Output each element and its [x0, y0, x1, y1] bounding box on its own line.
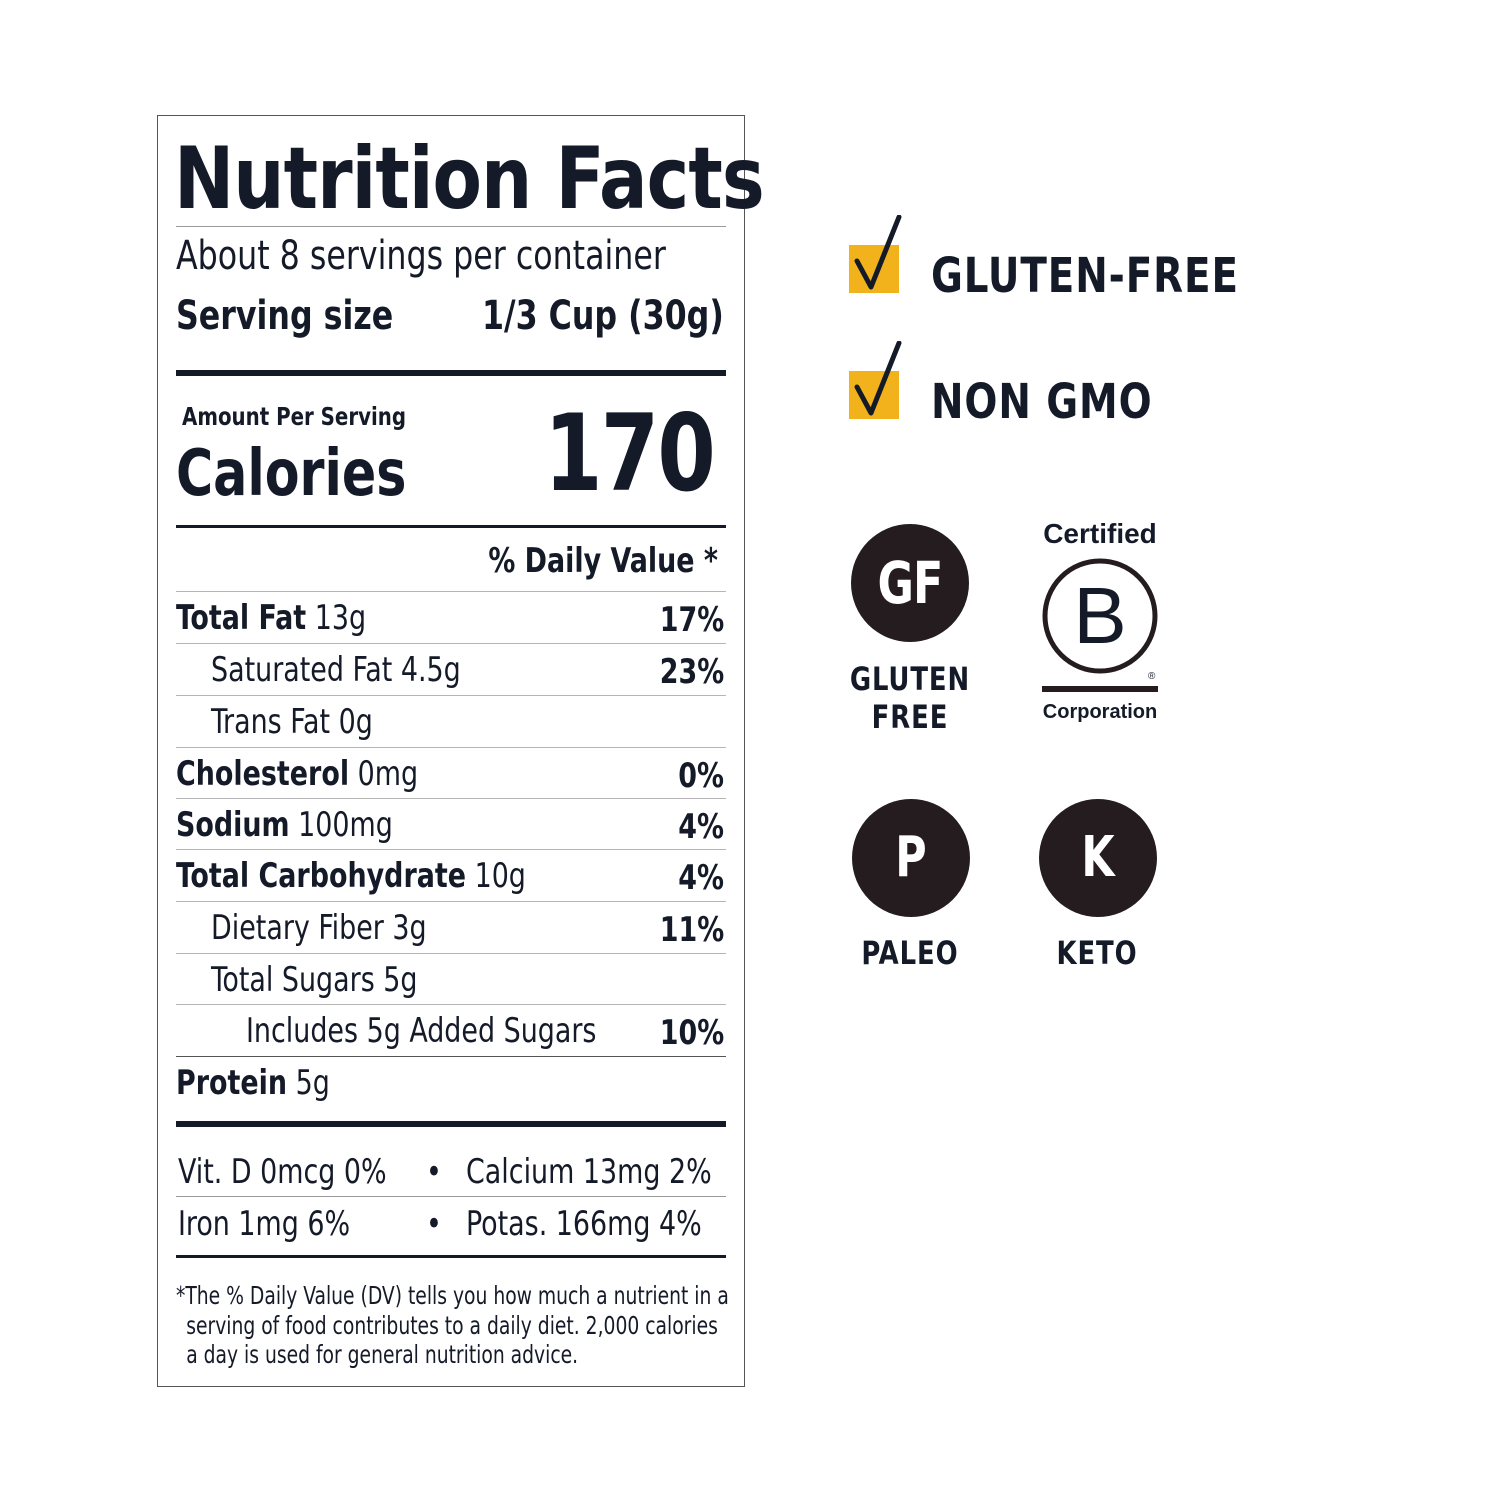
nutrition-title: Nutrition Facts — [174, 129, 765, 229]
iron: Iron 1mg 6% — [178, 1204, 351, 1244]
nutrient-dv: 17% — [659, 600, 724, 640]
serving-size-value: 1/3 Cup (30g) — [482, 293, 724, 339]
nutrient-name: Dietary Fiber 3g — [211, 908, 427, 948]
bullet-separator: • — [426, 1152, 442, 1192]
nutrient-name: Saturated Fat 4.5g — [211, 650, 461, 690]
b-corp-bar — [1042, 686, 1158, 692]
nutrient-dv: 11% — [659, 910, 724, 950]
nutrient-row-saturated-fat: Saturated Fat 4.5g 23% — [176, 643, 726, 695]
nutrition-facts-panel: Nutrition Facts About 8 servings per con… — [157, 115, 765, 1387]
amount-per-serving: Amount Per Serving — [182, 402, 407, 431]
nutrient-dv: 4% — [678, 807, 724, 847]
thick-divider — [176, 1121, 726, 1127]
paleo-badge-icon: P — [852, 799, 970, 917]
nutrient-row-protein: Protein 5g — [176, 1056, 726, 1108]
gluten-free-badge-label: GLUTEN FREE — [849, 660, 971, 736]
gluten-free-badge-icon: GF — [851, 524, 969, 642]
nutrient-name: Protein 5g — [176, 1063, 330, 1103]
checkmark-icon — [854, 341, 902, 416]
claim-label: NON GMO — [931, 374, 1153, 430]
nutrient-dv: 23% — [659, 652, 724, 692]
bullet-separator: • — [426, 1204, 442, 1244]
nutrient-row-added-sugars: Includes 5g Added Sugars 10% — [176, 1004, 726, 1056]
nutrient-row-cholesterol: Cholesterol 0mg 0% — [176, 747, 726, 799]
keto-badge-label: KETO — [1056, 934, 1138, 972]
nutrient-name: Includes 5g Added Sugars — [246, 1011, 597, 1051]
divider — [176, 226, 726, 227]
calories-label: Calories — [176, 437, 407, 511]
nutrient-name: Total Fat 13g — [176, 598, 367, 638]
nutrient-dv: 10% — [659, 1013, 724, 1053]
nutrient-name: Cholesterol 0mg — [176, 754, 419, 794]
medium-divider — [176, 525, 726, 528]
daily-value-header: % Daily Value * — [488, 541, 718, 581]
nutrient-name: Total Sugars 5g — [211, 960, 418, 1000]
b-corp-registered: ® — [1148, 671, 1156, 682]
serving-size-label: Serving size — [176, 293, 394, 339]
claim-label: GLUTEN-FREE — [931, 248, 1239, 304]
nutrient-name: Total Carbohydrate 10g — [176, 856, 526, 896]
keto-badge-icon: K — [1039, 799, 1157, 917]
vitamin-d: Vit. D 0mcg 0% — [178, 1152, 387, 1192]
nutrient-name: Sodium 100mg — [176, 805, 393, 845]
medium-divider — [176, 1255, 726, 1258]
footnote: *The % Daily Value (DV) tells you how mu… — [176, 1281, 729, 1369]
nutrient-row-total-sugars: Total Sugars 5g — [176, 953, 726, 1005]
nutrient-dv: 4% — [678, 858, 724, 898]
nutrient-row-total-fat: Total Fat 13g 17% — [176, 591, 726, 643]
nutrient-row-sodium: Sodium 100mg 4% — [176, 798, 726, 850]
divider — [176, 1196, 726, 1197]
b-corp-circle-icon — [1042, 558, 1158, 674]
nutrient-row-total-carbohydrate: Total Carbohydrate 10g 4% — [176, 849, 726, 901]
claim-gluten-free: GLUTEN-FREE — [849, 215, 1269, 304]
nutrient-row-trans-fat: Trans Fat 0g — [176, 695, 726, 747]
b-corp-corporation: Corporation — [1042, 701, 1158, 723]
b-corp-logo-icon: Certified B ® Corporation — [1030, 518, 1170, 728]
b-corp-letter: B — [1073, 571, 1127, 660]
potassium: Potas. 166mg 4% — [466, 1204, 702, 1244]
checkmark-icon — [854, 215, 902, 290]
b-corp-certified: Certified — [1043, 518, 1157, 549]
calcium: Calcium 13mg 2% — [466, 1152, 712, 1192]
calories-value: 170 — [544, 392, 716, 515]
thick-divider — [176, 370, 726, 376]
paleo-badge-label: PALEO — [861, 934, 959, 972]
claim-non-gmo: NON GMO — [849, 341, 1269, 430]
nutrient-name: Trans Fat 0g — [211, 702, 373, 742]
servings-per-container: About 8 servings per container — [176, 233, 666, 279]
nutrient-dv: 0% — [678, 756, 724, 796]
nutrient-row-dietary-fiber: Dietary Fiber 3g 11% — [176, 901, 726, 953]
